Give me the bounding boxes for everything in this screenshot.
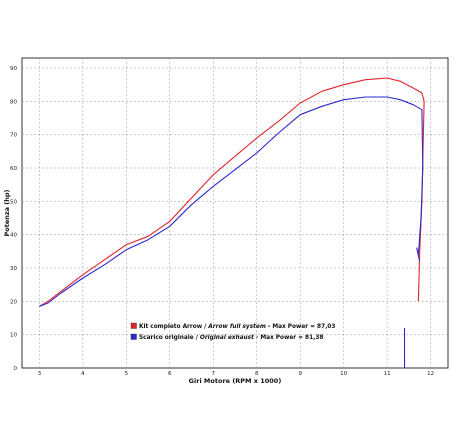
y-axis-title: Potenza (hp) <box>3 189 11 236</box>
legend-label-prefix: Kit completo Arrow / <box>139 324 208 330</box>
x-tick-label: 9 <box>298 371 302 377</box>
x-tick-label: 5 <box>125 371 129 377</box>
legend-swatch <box>130 333 137 340</box>
legend-swatch <box>130 322 137 329</box>
legend-label: Scarico originale / Original exhaust - M… <box>139 335 323 341</box>
x-tick-label: 6 <box>168 371 172 377</box>
x-tick-label: 3 <box>38 371 42 377</box>
x-tick-label: 11 <box>384 371 391 377</box>
x-tick-label: 10 <box>340 371 347 377</box>
x-axis-title: Giri Motore (RPM x 1000) <box>189 377 282 385</box>
y-tick-label: 70 <box>10 133 17 139</box>
legend-label-suffix: - Max Power = 81,38 <box>254 335 324 341</box>
y-tick-label: 30 <box>10 266 17 272</box>
legend-item-1: Kit completo Arrow / Arrow full system -… <box>130 322 335 330</box>
y-tick-label: 0 <box>14 366 18 372</box>
plot-area <box>21 57 449 369</box>
legend-item-2: Scarico originale / Original exhaust - M… <box>130 333 323 341</box>
y-tick-label: 60 <box>10 166 17 172</box>
legend-label-prefix: Scarico originale / <box>139 335 200 341</box>
x-tick-label: 4 <box>81 371 85 377</box>
y-tick-label: 10 <box>10 333 17 339</box>
x-tick-label: 8 <box>255 371 259 377</box>
x-tick-label: 12 <box>427 371 434 377</box>
legend-label-suffix: - Max Power = 87,03 <box>266 324 336 330</box>
series-line-1 <box>39 77 425 307</box>
x-tick-label: 7 <box>212 371 216 377</box>
legend-label: Kit completo Arrow / Arrow full system -… <box>139 324 335 330</box>
legend-label-italic: Original exhaust <box>200 335 254 341</box>
y-tick-label: 90 <box>10 66 17 72</box>
y-tick-label: 40 <box>10 233 17 239</box>
y-tick-label: 20 <box>10 299 17 305</box>
y-tick-label: 80 <box>10 99 17 105</box>
y-tick-label: 50 <box>10 199 17 205</box>
legend-label-italic: Arrow full system <box>207 324 266 330</box>
series-line-2 <box>39 96 424 307</box>
